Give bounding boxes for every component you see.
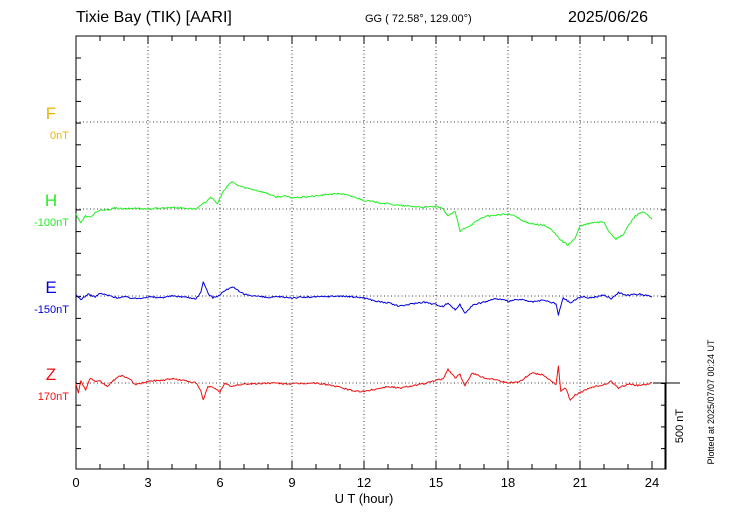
series-name-F: F	[46, 104, 56, 123]
x-tick-label: 21	[573, 475, 587, 490]
scale-bar-label: 500 nT	[674, 409, 686, 444]
series-baseline-H: -100nT	[34, 217, 69, 229]
trace-E	[75, 281, 653, 316]
series-baseline-Z: 170nT	[38, 391, 69, 403]
plot-frame	[75, 35, 667, 470]
scale-bar: 500 nT	[653, 382, 686, 469]
trace-H	[75, 181, 653, 246]
chart-date: 2025/06/26	[568, 9, 649, 26]
x-tick-label: 12	[357, 475, 371, 490]
x-axis: 0 3 6 9 12 15 18 21 24 U T (hour)	[72, 475, 659, 506]
tick-marks	[75, 36, 666, 469]
x-tick-label: 9	[288, 475, 295, 490]
x-tick-label: 6	[216, 475, 223, 490]
series-labels: F 0nT H -100nT E -150nT Z 170nT	[34, 104, 69, 403]
x-tick-labels: 0 3 6 9 12 15 18 21 24	[72, 475, 659, 490]
x-tick-label: 18	[501, 475, 515, 490]
x-tick-label: 0	[72, 475, 79, 490]
series-name-E: E	[45, 278, 56, 297]
series-baseline-F: 0nT	[50, 130, 69, 142]
x-axis-label: U T (hour)	[335, 491, 394, 506]
geo-coordinates: GG ( 72.58°, 129.00°)	[365, 13, 472, 25]
x-tick-label: 3	[144, 475, 151, 490]
plotted-note: Plotted at 2025/07/07 00:24 UT	[706, 339, 716, 465]
series-baseline-E: -150nT	[34, 304, 69, 316]
series-name-H: H	[45, 191, 57, 210]
data-traces	[75, 181, 653, 401]
trace-Z	[75, 365, 653, 401]
x-tick-label: 15	[429, 475, 443, 490]
x-tick-label: 24	[645, 475, 659, 490]
station-title: Tixie Bay (TIK) [AARI]	[76, 9, 232, 26]
series-name-Z: Z	[46, 365, 56, 384]
baseline-gridlines	[76, 36, 666, 469]
